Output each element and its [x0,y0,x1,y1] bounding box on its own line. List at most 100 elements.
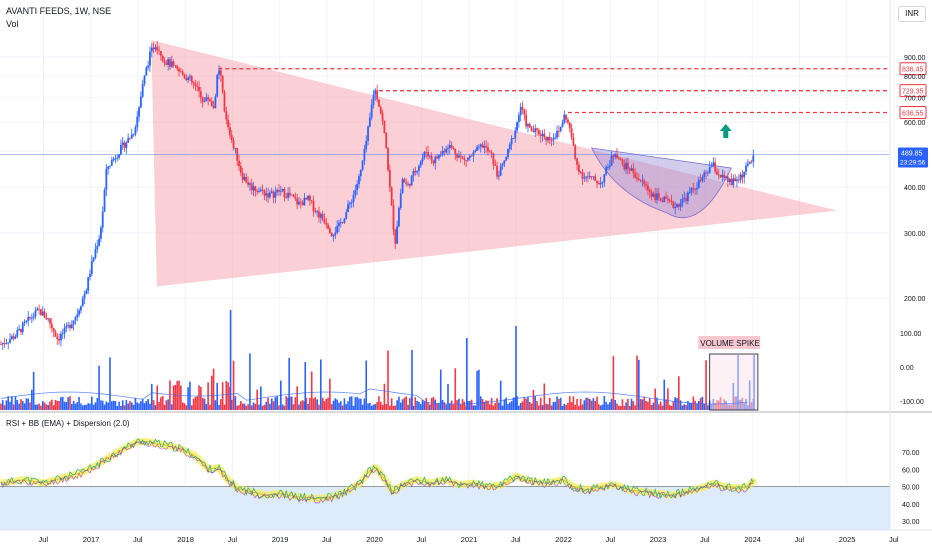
currency-button[interactable]: INR [898,6,926,22]
price-pane[interactable] [0,40,890,350]
candle [543,133,546,138]
volume-bar [483,401,486,410]
volume-bar [452,404,455,410]
volume-bar [556,396,558,410]
candle [136,116,139,128]
volume-ma-line [0,388,748,405]
candle [385,133,388,149]
candle [570,128,573,138]
candle [109,165,111,167]
volume-bar [58,401,60,410]
volume-bar [54,399,57,410]
candle [481,144,484,148]
candle [347,204,349,213]
candle [359,169,362,177]
candle [734,178,737,182]
candle [172,61,175,65]
volume-bar [469,400,471,410]
volume-bar [394,405,397,410]
volume-pane[interactable]: VOLUME SPIKE [0,310,761,411]
candle [641,180,644,182]
candle [416,170,419,173]
volume-bar [681,405,684,410]
candle [158,50,160,52]
volume-bar [430,397,433,410]
candle [367,126,369,142]
volume-bar [639,398,642,410]
candle [730,178,733,185]
volume-bar [196,396,199,410]
volume-bar [474,405,477,410]
time-tick-label: Jul [511,535,521,544]
volume-bar [390,398,393,410]
volume-bar [487,400,489,410]
volume-bar [418,401,420,410]
candle [330,232,333,237]
candle [121,142,124,146]
candle [290,194,293,196]
rsi-pane[interactable] [0,438,890,530]
volume-bar [329,378,331,410]
volume-bar [429,404,431,410]
volume-bar [236,405,238,410]
volume-bar [472,405,475,410]
candle [647,185,649,190]
candle [548,136,551,141]
candle [170,61,173,67]
volume-bar [140,401,142,410]
candle [12,336,15,339]
candle [403,179,406,183]
resistance-label-box [899,105,927,119]
volume-bar [438,403,440,410]
candle [334,232,337,236]
candle [201,97,204,102]
volume-bar [212,368,215,410]
volume-bar [676,397,678,410]
candle [492,153,495,165]
volume-bar [552,402,555,410]
candle [247,182,249,185]
volume-bar [285,396,288,410]
candle [623,164,626,170]
resistance-label: 636.55 [902,110,924,117]
candle [681,198,684,204]
volume-bar [200,387,202,410]
volume-bar [27,398,30,410]
volume-bar [83,404,86,410]
time-tick-label: Jul [794,535,804,544]
candle [129,137,131,139]
volume-bar [503,399,506,410]
candle [443,150,446,153]
candle [567,119,569,123]
candle [461,156,464,159]
price-tick-label: 300.00 [904,231,926,238]
volume-bar [367,403,369,410]
candle [345,212,348,219]
candle [399,193,402,209]
candle [441,150,444,155]
candle [636,177,638,179]
volume-bar [243,403,246,410]
candle [574,145,577,159]
candle [181,71,184,75]
price-tick-label: 800.00 [904,74,926,81]
candle [488,151,491,153]
candle [674,206,677,208]
candle [370,104,373,118]
volume-bar [103,404,106,410]
volume-bar [101,400,104,410]
candle [116,157,119,159]
volume-bar [91,396,93,410]
candle [32,316,35,318]
candle [318,211,320,218]
candle [114,158,117,160]
volume-bar [36,404,39,410]
candle [438,155,440,159]
volume-tick-label: 100.00 [900,331,922,338]
time-tick-label: Jul [322,535,332,544]
volume-bar [216,382,219,410]
volume-bar [296,386,298,410]
volume-bar [14,396,17,410]
candle [14,336,17,339]
